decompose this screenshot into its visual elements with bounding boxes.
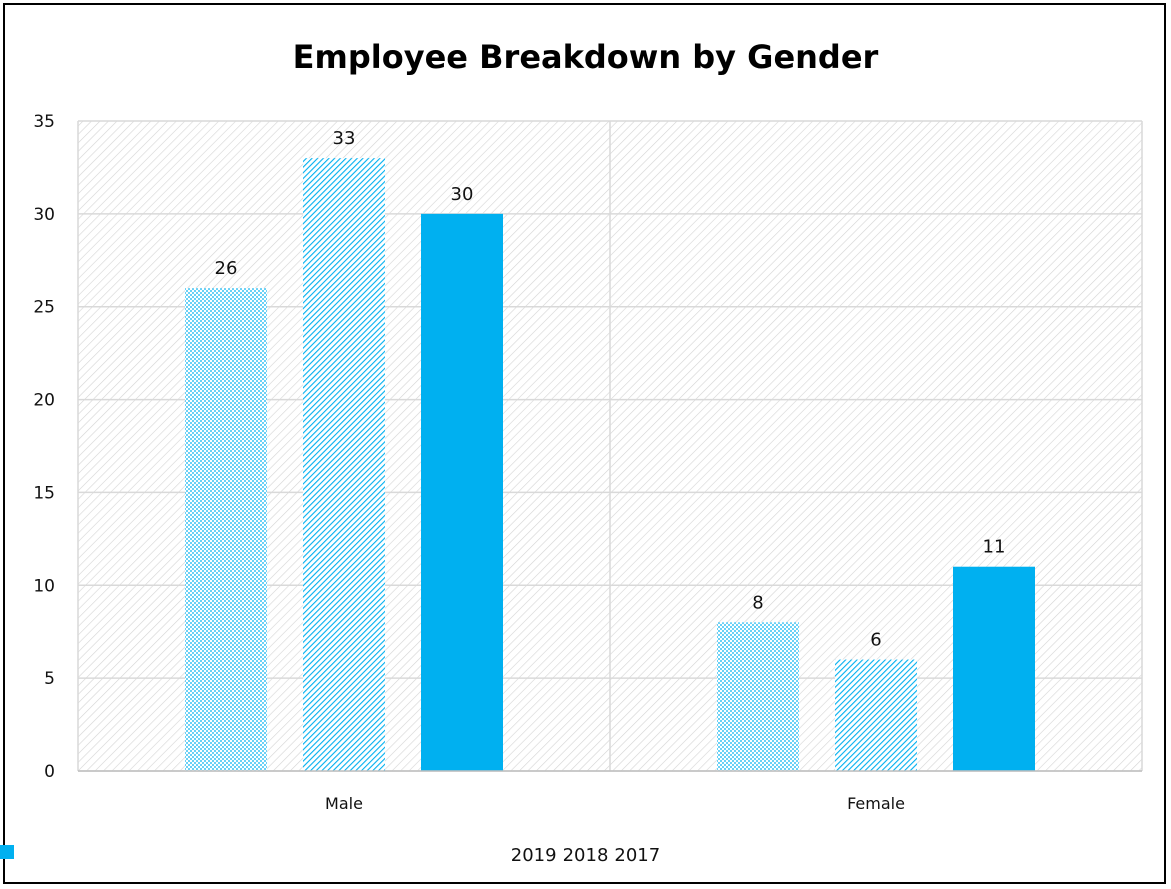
data-label: 6: [870, 630, 881, 651]
data-labels: 26 33 30 8 6 11: [215, 128, 1006, 650]
legend-item-2018: 2018: [0, 845, 609, 866]
bar-2019-female: [717, 622, 799, 771]
data-label: 26: [215, 258, 238, 279]
legend-label: 2018: [562, 845, 609, 866]
bar-2019-male: [185, 288, 267, 771]
y-tick-label: 0: [44, 762, 55, 782]
bar-2018-female: [835, 659, 917, 771]
y-tick-label: 35: [33, 112, 55, 132]
data-label: 8: [752, 592, 763, 613]
bars: [185, 158, 1035, 772]
data-label: 11: [983, 537, 1006, 558]
y-tick-label: 15: [33, 483, 55, 503]
x-category-label: Male: [325, 794, 363, 813]
bar-2018-male: [303, 158, 385, 772]
chart-title: Employee Breakdown by Gender: [292, 38, 879, 76]
legend: 2019 2018 2017: [0, 845, 1171, 866]
y-tick-label: 20: [33, 391, 55, 411]
y-tick-label: 25: [33, 298, 55, 318]
y-axis: 0 5 10 15 20 25 30 35: [33, 112, 55, 782]
data-label: 30: [451, 184, 474, 205]
bar-2017-female: [953, 566, 1035, 771]
legend-swatch: [0, 845, 14, 859]
legend-item-2019: 2019: [0, 845, 557, 866]
legend-label: 2019: [510, 845, 557, 866]
bar-2017-male: [421, 213, 503, 771]
y-tick-label: 10: [33, 576, 55, 596]
x-axis: Male Female: [78, 770, 1142, 813]
x-category-label: Female: [847, 794, 905, 813]
y-tick-label: 5: [44, 669, 55, 689]
legend-item-2017: 2017: [0, 845, 661, 866]
y-tick-label: 30: [33, 205, 55, 225]
data-label: 33: [333, 128, 356, 149]
legend-label: 2017: [614, 845, 661, 866]
